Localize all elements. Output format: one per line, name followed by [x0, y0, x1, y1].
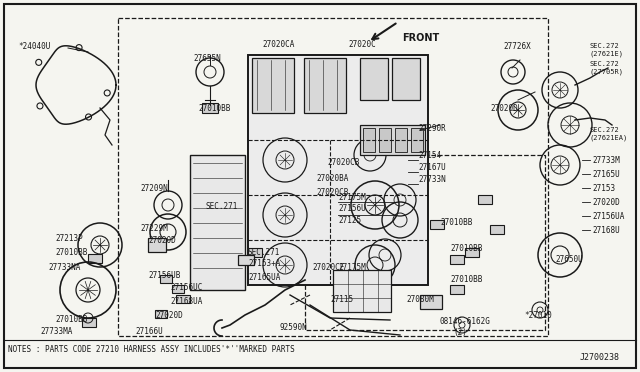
Text: SEC.272: SEC.272 [590, 43, 620, 49]
Bar [190, 155, 245, 290]
Text: 27156U: 27156U [338, 203, 365, 212]
Text: 27167U: 27167U [418, 163, 445, 171]
Text: (27621E): (27621E) [590, 51, 624, 57]
Text: 27125: 27125 [338, 215, 361, 224]
Bar [490, 225, 504, 234]
Text: 27010BB: 27010BB [55, 247, 88, 257]
Bar [155, 310, 167, 318]
Text: *27010: *27010 [524, 311, 552, 320]
Text: J2700238: J2700238 [580, 353, 620, 362]
Text: 27154: 27154 [418, 151, 441, 160]
Text: 27168UA: 27168UA [170, 298, 202, 307]
Bar [363, 128, 375, 152]
Bar [252, 58, 294, 113]
Text: 27175M: 27175M [338, 192, 365, 202]
Bar [118, 18, 548, 336]
Bar [450, 285, 464, 294]
Text: (27621EA): (27621EA) [590, 135, 628, 141]
Bar [304, 58, 346, 113]
Text: 27733NA: 27733NA [48, 263, 81, 273]
Text: 27165UA: 27165UA [248, 273, 280, 282]
Text: 27020D: 27020D [155, 311, 183, 320]
Bar [450, 255, 464, 264]
Text: 27020CF: 27020CF [312, 263, 344, 273]
Text: 27655N: 27655N [193, 54, 221, 62]
Text: 27020CB: 27020CB [316, 187, 348, 196]
Bar [148, 238, 166, 252]
Text: 27020CB: 27020CB [327, 157, 360, 167]
Text: 27156UA: 27156UA [592, 212, 625, 221]
Text: 27733M: 27733M [592, 155, 620, 164]
Text: 27010BB: 27010BB [198, 103, 230, 112]
Bar [465, 248, 479, 257]
Text: SEC.272: SEC.272 [590, 61, 620, 67]
Text: (2): (2) [453, 327, 467, 337]
Bar [360, 58, 388, 100]
Bar [379, 128, 391, 152]
Bar [172, 285, 184, 293]
Text: 27156UC: 27156UC [170, 283, 202, 292]
Text: (27705R): (27705R) [590, 69, 624, 75]
Bar [430, 220, 444, 229]
Text: 27165U: 27165U [592, 170, 620, 179]
Text: 27153: 27153 [592, 183, 615, 192]
Text: 27733N: 27733N [418, 174, 445, 183]
Bar [478, 195, 492, 204]
Text: 27115: 27115 [330, 295, 353, 305]
Text: 27010BB: 27010BB [450, 244, 483, 253]
Text: 27080M: 27080M [406, 295, 434, 305]
Text: 27733MA: 27733MA [40, 327, 72, 337]
Text: 27020BA: 27020BA [316, 173, 348, 183]
Bar [333, 270, 391, 312]
Text: 92590N: 92590N [280, 324, 308, 333]
Bar [160, 275, 172, 283]
Text: 27726X: 27726X [503, 42, 531, 51]
Text: 27290R: 27290R [418, 124, 445, 132]
Bar [248, 248, 262, 257]
Text: 27010BB: 27010BB [450, 276, 483, 285]
Text: NOTES : PARTS CODE 27210 HARNESS ASSY INCLUDES'*''MARKED PARTS: NOTES : PARTS CODE 27210 HARNESS ASSY IN… [8, 346, 295, 355]
Bar [176, 295, 190, 303]
Text: 27020D: 27020D [148, 235, 176, 244]
Bar [238, 255, 254, 265]
Bar [395, 128, 407, 152]
Text: *24040U: *24040U [18, 42, 51, 51]
Text: 27209N: 27209N [140, 183, 168, 192]
Bar [305, 155, 545, 330]
Text: 27156UB: 27156UB [148, 270, 180, 279]
Text: 27168U: 27168U [592, 225, 620, 234]
Text: 27229M: 27229M [140, 224, 168, 232]
Bar [360, 125, 425, 155]
Bar [420, 295, 442, 309]
Text: 27153+A: 27153+A [248, 260, 280, 269]
Text: SEC.271: SEC.271 [248, 247, 280, 257]
Text: SEC.271: SEC.271 [205, 202, 237, 211]
Text: 27650U: 27650U [555, 256, 583, 264]
Bar [88, 254, 102, 263]
Bar [82, 318, 96, 327]
Text: 27010BB: 27010BB [440, 218, 472, 227]
Bar [392, 58, 420, 100]
Text: 08146-6162G: 08146-6162G [440, 317, 491, 327]
Bar [202, 103, 218, 113]
Text: 27213P: 27213P [55, 234, 83, 243]
Bar [411, 128, 423, 152]
Text: SEC.272: SEC.272 [590, 127, 620, 133]
Text: 27020D: 27020D [490, 103, 518, 112]
Text: 27020D: 27020D [592, 198, 620, 206]
Bar [248, 55, 428, 285]
Text: 27020CA: 27020CA [262, 39, 294, 48]
Text: 27020C: 27020C [348, 39, 376, 48]
Text: 27010BB: 27010BB [55, 315, 88, 324]
Text: FRONT: FRONT [402, 33, 439, 43]
Text: 27166U: 27166U [135, 327, 163, 337]
Text: 27175M: 27175M [338, 263, 365, 273]
